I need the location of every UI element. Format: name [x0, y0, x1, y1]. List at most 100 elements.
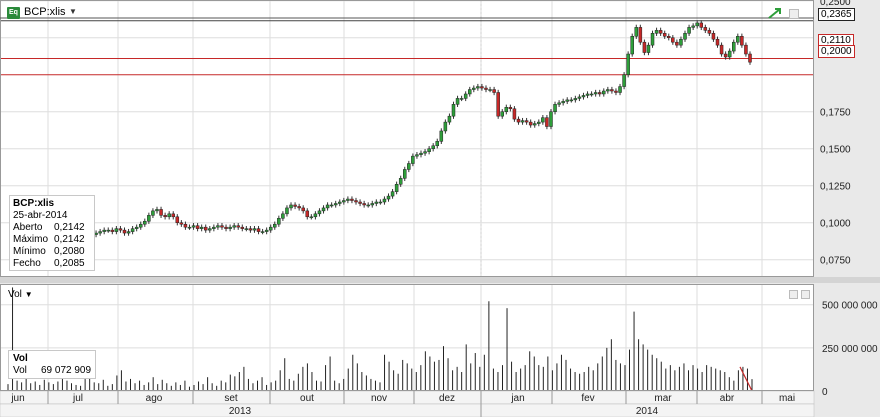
info-row-value: 0,2142	[54, 234, 85, 245]
candle-body	[354, 200, 358, 203]
info-row-label: Fecho	[13, 258, 41, 269]
candle-body	[382, 198, 387, 203]
candle-body	[325, 204, 330, 209]
candle-body	[736, 36, 740, 43]
candle-body	[524, 120, 529, 123]
candle-body	[394, 183, 399, 192]
trend-arrow-icon[interactable]	[768, 7, 782, 19]
volume-panel-border	[0, 284, 814, 391]
candle-body	[565, 99, 569, 102]
candle-body	[459, 98, 464, 100]
candle-body	[443, 121, 448, 132]
volume-trend-line	[739, 366, 753, 392]
candle-body	[212, 226, 216, 229]
month-tick-label: mai	[779, 393, 795, 404]
candle-body	[183, 223, 188, 228]
candle-body	[362, 203, 366, 206]
candle-body	[208, 228, 212, 231]
candle-body	[719, 44, 724, 55]
candle-body	[277, 218, 281, 225]
candle-body	[606, 89, 610, 92]
month-axis-band	[0, 390, 815, 405]
candle-body	[195, 225, 200, 229]
volume-info-label: Vol	[13, 365, 27, 376]
candle-body	[106, 229, 110, 232]
candle-body	[455, 98, 460, 105]
info-row-low: Mínimo 0,2080	[13, 246, 94, 258]
candle-body	[293, 204, 297, 207]
year-tick-label: 2013	[229, 406, 252, 417]
candle-body	[695, 22, 699, 27]
candle-body	[447, 115, 452, 123]
candle-body	[484, 87, 488, 90]
candle-body	[553, 104, 557, 112]
info-row-label: Máximo	[13, 234, 49, 245]
month-tick-label: fev	[581, 393, 594, 404]
candle-body	[614, 90, 618, 93]
candle-body	[699, 22, 704, 28]
price-tag-last: 0,2365	[818, 8, 855, 21]
price-plot-area[interactable]	[0, 0, 814, 276]
month-tick-label: ago	[146, 393, 163, 404]
candle-body	[407, 163, 411, 170]
price-tick-label: 0,1750	[820, 108, 851, 119]
candle-body	[338, 201, 342, 204]
volume-panel-label[interactable]: Vol ▼	[8, 289, 33, 300]
candle-body	[508, 107, 513, 110]
candle-body	[467, 89, 472, 95]
candle-body	[102, 229, 106, 232]
candle-body	[321, 207, 326, 212]
candle-body	[268, 226, 273, 231]
candle-body	[289, 204, 293, 209]
candle-body	[630, 36, 634, 55]
info-title: BCP:xlis	[13, 198, 55, 209]
close-panel-icon[interactable]	[801, 290, 810, 299]
year-axis-band	[0, 403, 815, 417]
candle-body	[126, 231, 131, 234]
candle-body	[390, 191, 395, 197]
candle-body	[167, 213, 171, 218]
candle-body	[707, 30, 712, 34]
candle-body	[281, 213, 285, 219]
candle-body	[216, 225, 220, 228]
candle-body	[504, 107, 509, 112]
candle-body	[403, 169, 407, 179]
candle-body	[472, 87, 476, 90]
info-date: 25-abr-2014	[13, 210, 68, 221]
price-tick-label: 0,1250	[820, 182, 851, 193]
candle-body	[435, 141, 439, 147]
candle-body	[626, 53, 630, 75]
candle-body	[175, 216, 180, 223]
volume-info-box: Vol Vol 69 072 909	[8, 350, 96, 379]
candle-body	[358, 201, 362, 204]
candle-body	[711, 33, 716, 40]
month-tick-label: jul	[72, 393, 83, 404]
volume-tick-label: 0	[822, 387, 828, 398]
volume-info-row: Vol 69 072 909	[13, 365, 95, 377]
ohlc-info-box: BCP:xlis 25-abr-2014 Aberto 0,2142 Máximo…	[9, 195, 95, 271]
candle-body	[516, 118, 521, 123]
candle-body	[585, 93, 590, 96]
candle-body	[569, 99, 574, 102]
candle-body	[313, 213, 318, 218]
candle-body	[224, 226, 228, 229]
candle-body	[398, 178, 403, 185]
symbol-dropdown-icon[interactable]: ▼	[69, 7, 77, 16]
candle-body	[228, 226, 232, 229]
candle-body	[122, 229, 127, 234]
candle-body	[451, 104, 456, 117]
candle-body	[423, 151, 427, 154]
candle-body	[658, 30, 663, 34]
minimize-panel-icon[interactable]	[789, 290, 798, 299]
restore-window-icon[interactable]	[789, 9, 799, 19]
candle-body	[715, 38, 720, 46]
symbol-label[interactable]: BCP:xlis	[24, 6, 66, 18]
candle-body	[232, 225, 236, 228]
volume-dropdown-icon[interactable]: ▼	[24, 290, 33, 299]
candle-body	[138, 223, 143, 228]
info-row-value: 0,2085	[54, 258, 85, 269]
month-tick-label: mar	[654, 393, 672, 404]
equity-badge-icon: Eq	[7, 7, 20, 19]
candle-body	[248, 228, 253, 231]
